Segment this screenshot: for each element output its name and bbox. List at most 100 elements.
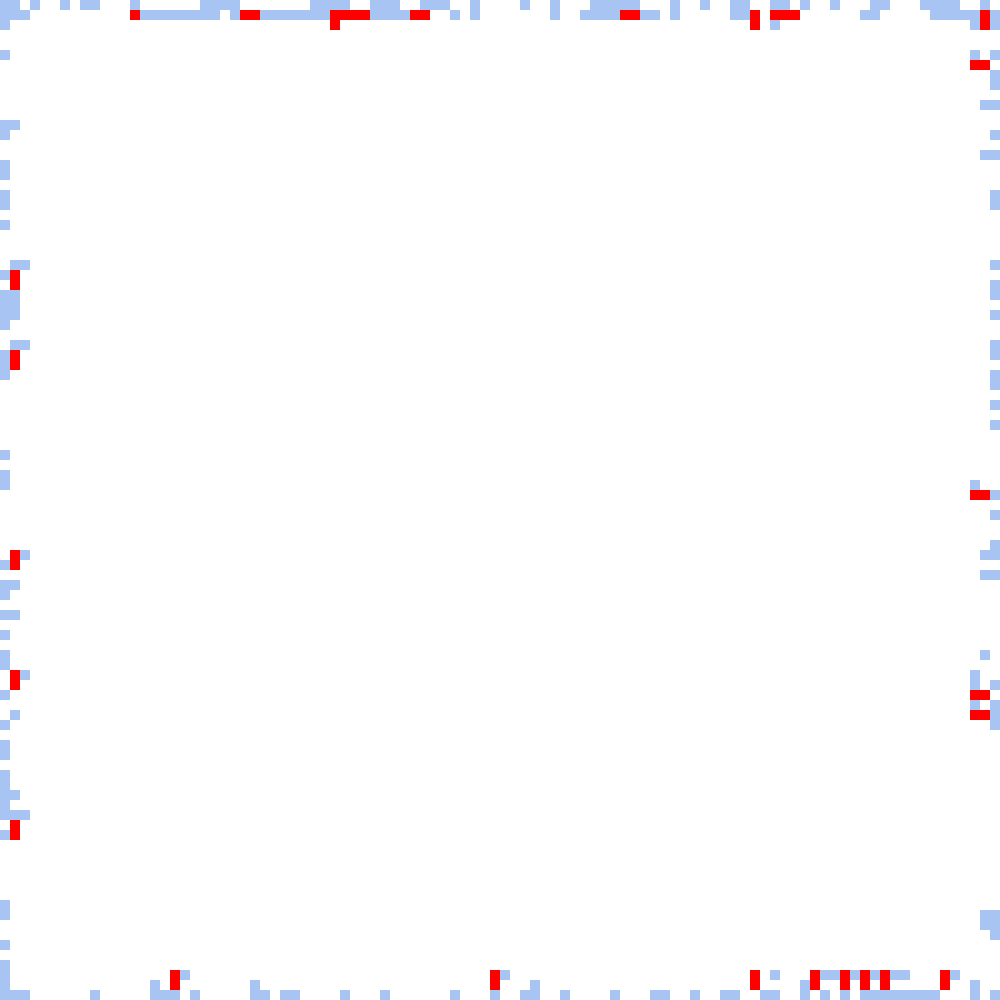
trail-cell: [390, 0, 400, 10]
trail-cell: [200, 10, 210, 20]
marker-cell: [170, 970, 180, 980]
trail-cell: [990, 10, 1000, 20]
trail-cell: [380, 990, 390, 1000]
trail-cell: [990, 130, 1000, 140]
trail-cell: [940, 0, 950, 10]
trail-cell: [10, 610, 20, 620]
trail-cell: [830, 970, 840, 980]
trail-cell: [10, 580, 20, 590]
trail-cell: [0, 740, 10, 750]
trail-cell: [90, 990, 100, 1000]
trail-cell: [0, 780, 10, 790]
marker-cell: [10, 560, 20, 570]
trail-cell: [550, 10, 560, 20]
trail-cell: [970, 990, 980, 1000]
trail-cell: [160, 10, 170, 20]
trail-cell: [720, 990, 730, 1000]
marker-cell: [10, 360, 20, 370]
trail-cell: [490, 990, 500, 1000]
trail-cell: [0, 310, 10, 320]
trail-cell: [900, 990, 910, 1000]
trail-cell: [0, 990, 10, 1000]
trail-cell: [870, 990, 880, 1000]
marker-cell: [980, 10, 990, 20]
trail-cell: [0, 300, 10, 310]
trail-cell: [0, 480, 10, 490]
trail-cell: [990, 80, 1000, 90]
trail-cell: [160, 990, 170, 1000]
trail-cell: [230, 10, 240, 20]
trail-cell: [800, 980, 810, 990]
trail-cell: [650, 990, 660, 1000]
trail-cell: [980, 100, 990, 110]
trail-cell: [990, 420, 1000, 430]
trail-cell: [0, 830, 10, 840]
trail-cell: [0, 10, 10, 20]
trail-cell: [0, 960, 10, 970]
marker-cell: [980, 60, 990, 70]
trail-cell: [0, 660, 10, 670]
marker-cell: [10, 830, 20, 840]
trail-cell: [20, 340, 30, 350]
trail-cell: [600, 10, 610, 20]
marker-cell: [490, 970, 500, 980]
trail-cell: [990, 910, 1000, 920]
trail-cell: [340, 990, 350, 1000]
trail-cell: [0, 370, 10, 380]
trail-cell: [980, 0, 990, 10]
trail-cell: [0, 970, 10, 980]
trail-cell: [220, 0, 230, 10]
marker-cell: [10, 680, 20, 690]
trail-cell: [250, 990, 260, 1000]
marker-cell: [410, 10, 420, 20]
marker-cell: [170, 980, 180, 990]
trail-cell: [980, 550, 990, 560]
marker-cell: [790, 10, 800, 20]
trail-cell: [990, 50, 1000, 60]
trail-cell: [950, 0, 960, 10]
trail-cell: [870, 0, 880, 10]
trail-cell: [0, 790, 10, 800]
marker-cell: [970, 690, 980, 700]
trail-cell: [330, 0, 340, 10]
trail-cell: [990, 190, 1000, 200]
trail-cell: [840, 990, 850, 1000]
trail-cell: [990, 150, 1000, 160]
trail-cell: [270, 10, 280, 20]
trail-cell: [890, 990, 900, 1000]
trail-cell: [990, 510, 1000, 520]
trail-cell: [400, 10, 410, 20]
marker-cell: [880, 980, 890, 990]
marker-cell: [980, 710, 990, 720]
trail-cell: [140, 10, 150, 20]
trail-cell: [610, 0, 620, 10]
trail-cell: [170, 990, 180, 1000]
trail-cell: [0, 580, 10, 590]
trail-cell: [930, 990, 940, 1000]
trail-cell: [0, 200, 10, 210]
trail-cell: [990, 280, 1000, 290]
trail-cell: [700, 0, 710, 10]
trail-cell: [0, 170, 10, 180]
trail-cell: [770, 970, 780, 980]
trail-cell: [90, 0, 100, 10]
trail-cell: [610, 10, 620, 20]
trail-cell: [0, 770, 10, 780]
trail-cell: [800, 0, 810, 10]
trail-cell: [440, 0, 450, 10]
trail-cell: [310, 10, 320, 20]
trail-cell: [0, 650, 10, 660]
trail-cell: [520, 990, 530, 1000]
trail-cell: [970, 20, 980, 30]
trail-cell: [740, 0, 750, 10]
trail-cell: [900, 970, 910, 980]
trail-cell: [20, 990, 30, 1000]
trail-cell: [190, 990, 200, 1000]
marker-cell: [10, 270, 20, 280]
trail-cell: [420, 0, 430, 10]
trail-cell: [0, 220, 10, 230]
trail-cell: [980, 650, 990, 660]
marker-cell: [840, 970, 850, 980]
trail-cell: [0, 800, 10, 810]
trail-cell: [0, 810, 10, 820]
